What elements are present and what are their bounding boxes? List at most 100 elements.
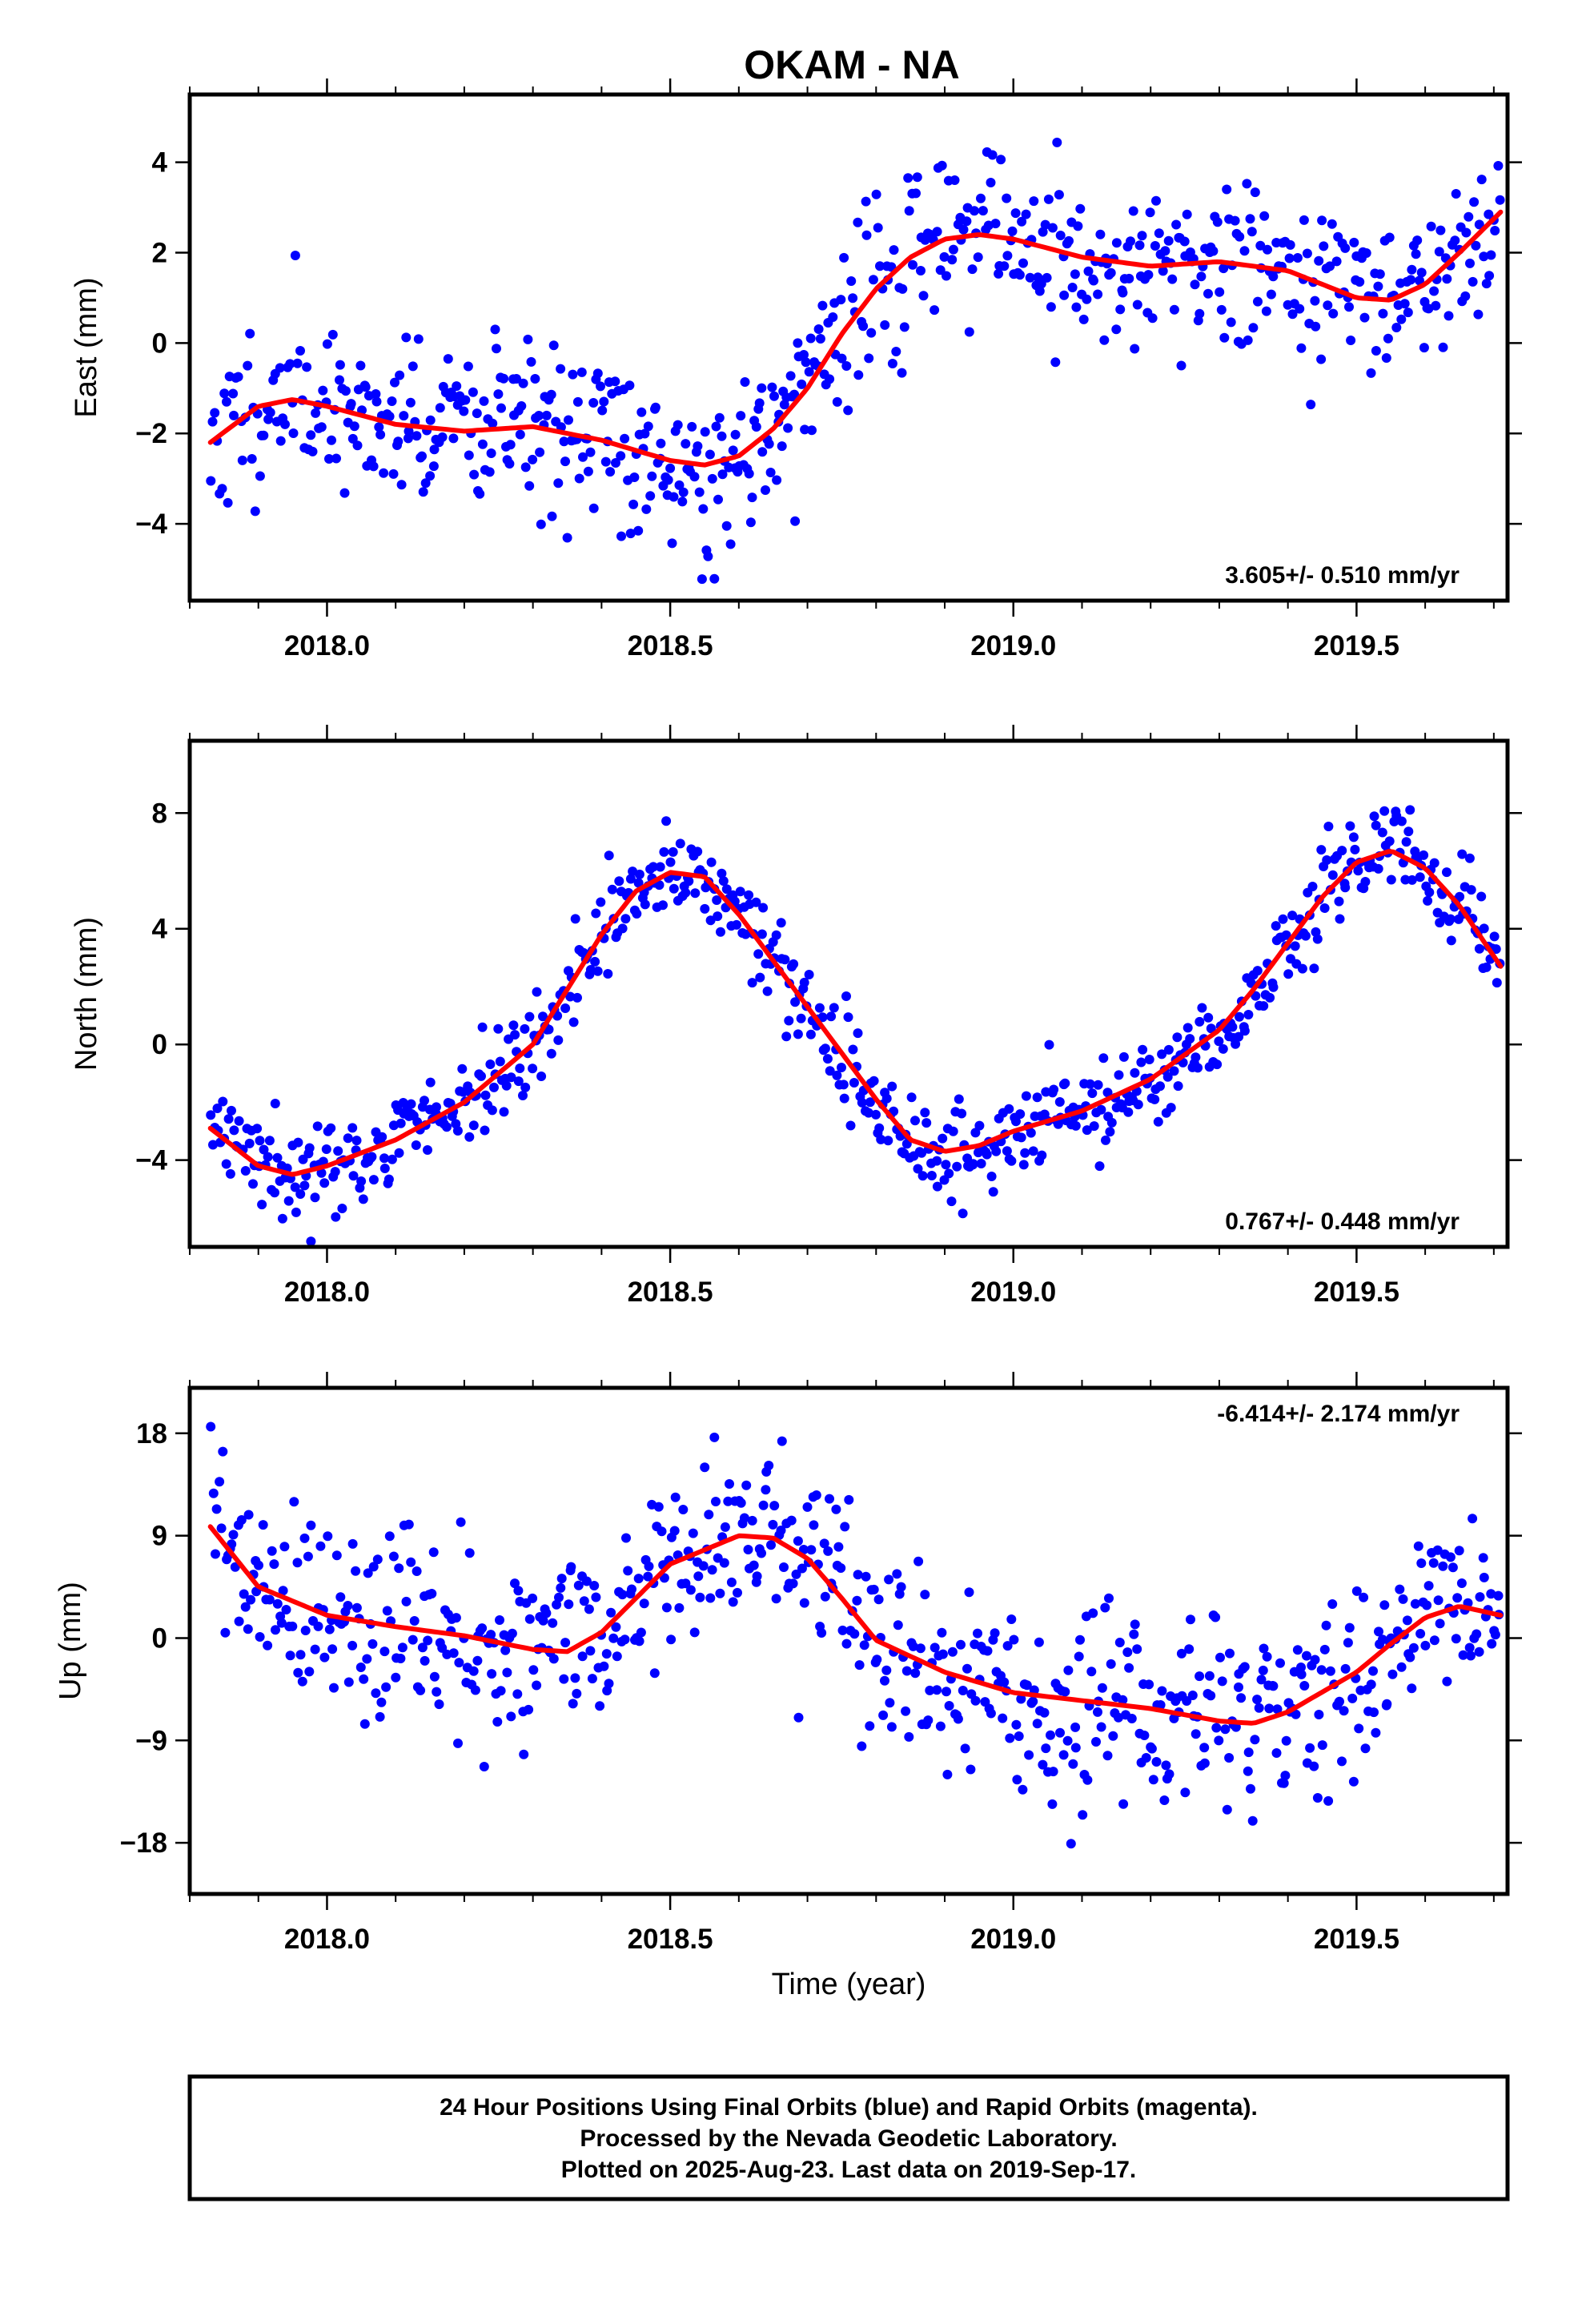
data-point xyxy=(1211,1723,1222,1733)
data-point xyxy=(811,1490,821,1500)
data-point xyxy=(1268,982,1279,992)
data-point xyxy=(1486,250,1496,260)
data-point xyxy=(976,1159,986,1168)
data-point xyxy=(1026,1128,1036,1138)
data-point xyxy=(1259,1001,1269,1011)
data-point xyxy=(1239,1662,1250,1672)
data-point xyxy=(1167,274,1178,284)
data-point xyxy=(1211,1612,1221,1622)
data-point xyxy=(723,1496,733,1506)
data-point xyxy=(1195,308,1205,319)
data-point xyxy=(1150,241,1160,251)
data-point xyxy=(275,363,285,373)
data-point xyxy=(591,908,601,919)
data-point xyxy=(1208,246,1219,256)
data-point xyxy=(520,1023,530,1034)
data-point xyxy=(1371,820,1381,830)
data-point xyxy=(1176,360,1186,371)
data-point xyxy=(944,1168,954,1179)
data-point xyxy=(1234,1031,1244,1042)
data-point xyxy=(1481,279,1492,289)
data-point xyxy=(1490,1630,1500,1640)
data-point xyxy=(1246,1783,1255,1794)
data-point xyxy=(758,1500,769,1510)
data-point xyxy=(479,1762,489,1771)
data-point xyxy=(489,1082,499,1092)
data-point xyxy=(1405,1652,1415,1663)
data-point xyxy=(304,1143,315,1153)
data-point xyxy=(515,1063,525,1073)
data-point xyxy=(873,223,883,233)
data-point xyxy=(825,374,835,384)
data-point xyxy=(866,328,877,338)
data-point xyxy=(897,368,907,378)
data-point xyxy=(1429,858,1439,868)
data-point xyxy=(707,473,717,484)
data-point xyxy=(1130,1068,1140,1078)
data-point xyxy=(306,430,316,440)
data-point xyxy=(1250,1735,1260,1745)
data-point xyxy=(319,1652,330,1663)
data-point xyxy=(1118,1695,1128,1705)
data-point xyxy=(693,1571,704,1582)
data-point xyxy=(358,1194,368,1204)
data-point xyxy=(1172,1032,1182,1043)
data-point xyxy=(875,261,885,271)
data-point xyxy=(1046,302,1056,312)
data-point xyxy=(1050,357,1061,368)
data-point xyxy=(215,1477,225,1487)
data-point xyxy=(528,1665,539,1675)
data-point xyxy=(313,1621,323,1631)
data-point xyxy=(457,1063,468,1074)
data-point xyxy=(1025,272,1035,283)
data-point xyxy=(1162,1072,1173,1082)
data-point xyxy=(880,320,890,330)
data-point xyxy=(1442,274,1452,284)
data-point xyxy=(1299,215,1309,225)
data-point xyxy=(219,388,230,399)
data-point xyxy=(754,398,765,408)
data-point xyxy=(382,1606,392,1616)
data-point xyxy=(292,1558,303,1568)
data-point xyxy=(656,438,666,448)
data-point xyxy=(496,403,506,413)
data-point xyxy=(719,1558,729,1568)
data-point xyxy=(300,1626,311,1635)
data-point xyxy=(833,1542,844,1552)
data-point xyxy=(1138,1044,1148,1055)
data-point xyxy=(957,1108,967,1119)
data-point xyxy=(1422,1600,1432,1610)
data-point xyxy=(406,1557,416,1567)
data-point xyxy=(264,1594,275,1605)
data-point xyxy=(1387,1669,1398,1679)
data-point xyxy=(829,1003,839,1013)
data-point xyxy=(1222,1804,1232,1815)
data-point xyxy=(832,396,842,407)
data-point xyxy=(1169,1066,1179,1076)
data-point xyxy=(1218,1043,1228,1054)
y-tick-label: −18 xyxy=(120,1827,167,1859)
data-point xyxy=(700,903,710,914)
data-point xyxy=(1457,849,1468,859)
data-point xyxy=(500,1645,511,1655)
data-point xyxy=(420,1096,429,1106)
data-point xyxy=(1111,324,1122,335)
north-panel: 2018.0 2018.5 2019.0 2019.5 −4 0 4 8 North (mm) 0… xyxy=(70,725,1522,1308)
data-point xyxy=(299,1180,310,1191)
data-point xyxy=(1154,228,1164,239)
data-point xyxy=(669,1526,680,1536)
data-point xyxy=(689,472,700,482)
data-point xyxy=(721,521,732,531)
data-point xyxy=(1325,1666,1335,1676)
data-point xyxy=(524,1704,534,1715)
data-point xyxy=(1349,237,1359,247)
data-point xyxy=(986,1172,997,1181)
data-point xyxy=(390,377,400,388)
data-point xyxy=(207,416,218,427)
data-point xyxy=(243,1624,253,1634)
data-point xyxy=(263,1640,273,1651)
data-point xyxy=(246,1594,256,1605)
data-point xyxy=(588,398,599,408)
data-point xyxy=(520,1082,531,1092)
